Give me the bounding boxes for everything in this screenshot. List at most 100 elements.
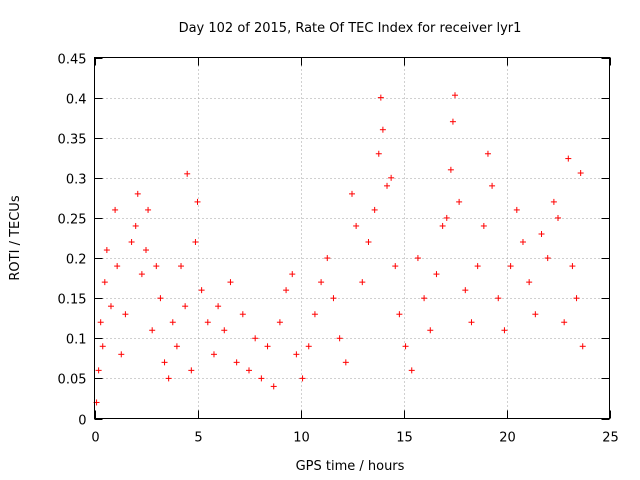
data-point	[330, 295, 337, 302]
data-point	[114, 263, 121, 270]
x-tick-label: 5	[194, 431, 202, 446]
y-tick-label: 0.2	[66, 253, 87, 268]
y-tick-label: 0.35	[58, 133, 87, 148]
data-point	[462, 287, 469, 294]
data-point	[480, 222, 487, 229]
data-point	[427, 327, 434, 334]
data-point	[336, 335, 343, 342]
data-point	[215, 303, 222, 310]
data-point	[569, 263, 576, 270]
data-point	[468, 319, 475, 326]
data-point	[192, 239, 199, 246]
data-point	[443, 214, 450, 221]
data-point	[143, 247, 149, 254]
y-tick-label: 0.3	[66, 173, 87, 188]
data-point	[276, 319, 283, 326]
data-point	[305, 343, 312, 350]
data-point	[145, 206, 152, 213]
data-point	[252, 335, 259, 342]
data-point	[353, 222, 360, 229]
data-point	[501, 327, 508, 334]
data-point	[118, 351, 125, 358]
data-point	[371, 206, 378, 213]
data-point	[149, 327, 156, 334]
data-point	[439, 222, 446, 229]
data-point	[489, 182, 496, 189]
data-point	[421, 295, 428, 302]
data-point	[293, 351, 300, 358]
data-point	[433, 271, 440, 278]
data-point	[122, 311, 129, 318]
y-axis-label: ROTI / TECUs	[8, 195, 23, 280]
data-point	[474, 263, 481, 270]
data-point	[318, 279, 325, 286]
data-point	[375, 150, 382, 157]
data-point	[270, 383, 277, 390]
grid-lines	[94, 57, 610, 419]
data-point	[544, 255, 551, 262]
data-point	[342, 359, 349, 366]
data-point	[184, 170, 191, 177]
data-point	[396, 311, 403, 318]
data-point	[392, 263, 399, 270]
data-point	[513, 206, 520, 213]
data-point	[495, 295, 502, 302]
x-tick-label: 15	[396, 431, 413, 446]
data-point	[165, 375, 172, 382]
y-tick-label: 0.15	[58, 293, 87, 308]
data-point	[452, 92, 458, 99]
data-point	[526, 279, 533, 286]
data-point	[414, 255, 421, 262]
data-point	[408, 367, 415, 374]
data-point	[188, 367, 195, 374]
data-point	[198, 287, 205, 294]
data-point	[169, 319, 176, 326]
data-point	[447, 166, 454, 173]
data-point	[204, 319, 211, 326]
data-point	[577, 170, 584, 177]
data-point	[379, 126, 386, 133]
data-point	[579, 343, 586, 350]
data-point	[555, 214, 561, 221]
y-tick-label: 0.45	[58, 53, 87, 68]
data-point	[484, 150, 491, 157]
data-point	[194, 198, 201, 205]
data-point	[99, 343, 106, 350]
y-tick-label: 0.05	[58, 373, 87, 388]
data-point	[153, 263, 160, 270]
data-point	[449, 118, 456, 125]
data-point	[359, 279, 366, 286]
data-point	[103, 247, 110, 254]
data-point	[221, 327, 228, 334]
x-tick-label: 10	[293, 431, 310, 446]
data-point	[507, 263, 514, 270]
data-point	[132, 222, 139, 229]
data-point	[112, 206, 119, 213]
data-point	[538, 230, 545, 237]
data-point	[519, 239, 526, 246]
data-point	[95, 367, 102, 374]
data-point	[324, 255, 331, 262]
data-point	[233, 359, 240, 366]
data-point	[388, 174, 395, 181]
data-point	[182, 303, 189, 310]
y-tick-label: 0	[78, 414, 86, 429]
data-point	[157, 295, 164, 302]
data-point	[384, 182, 391, 189]
data-point	[246, 367, 252, 374]
data-point	[349, 190, 355, 197]
data-point	[550, 198, 557, 205]
axis-ticks: 0 0.05 0.1 0.15 0.2 0.25 0.3 0.35 0.4 0.45 0 5 10 15 2…	[58, 53, 619, 446]
data-point	[178, 263, 185, 270]
data-point	[107, 303, 114, 310]
x-axis-label: GPS time / hours	[296, 459, 405, 474]
y-tick-label: 0.4	[66, 93, 87, 108]
x-tick-label: 25	[602, 431, 619, 446]
data-point	[264, 343, 271, 350]
data-point	[561, 319, 568, 326]
data-points	[93, 92, 586, 406]
y-tick-label: 0.1	[66, 333, 87, 348]
data-point	[227, 279, 234, 286]
x-tick-label: 0	[91, 431, 99, 446]
